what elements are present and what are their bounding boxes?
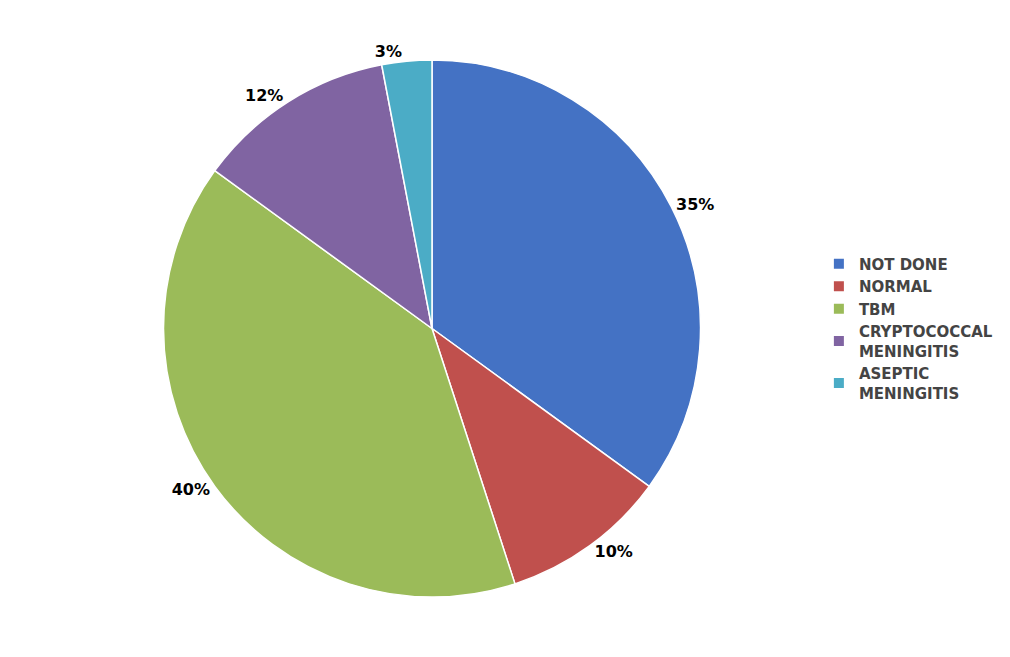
svg-text:10%: 10%	[595, 542, 633, 561]
svg-text:12%: 12%	[245, 86, 283, 105]
svg-text:CRYPTOCOCCALMENINGITIS: CRYPTOCOCCALMENINGITIS	[859, 323, 993, 361]
svg-text:40%: 40%	[172, 480, 210, 499]
svg-text:TBM: TBM	[859, 301, 896, 319]
svg-text:NORMAL: NORMAL	[859, 278, 932, 296]
svg-text:NOT DONE: NOT DONE	[859, 256, 948, 274]
svg-text:35%: 35%	[676, 195, 714, 214]
svg-text:3%: 3%	[375, 42, 402, 61]
svg-text:ASEPTICMENINGITIS: ASEPTICMENINGITIS	[859, 365, 959, 403]
